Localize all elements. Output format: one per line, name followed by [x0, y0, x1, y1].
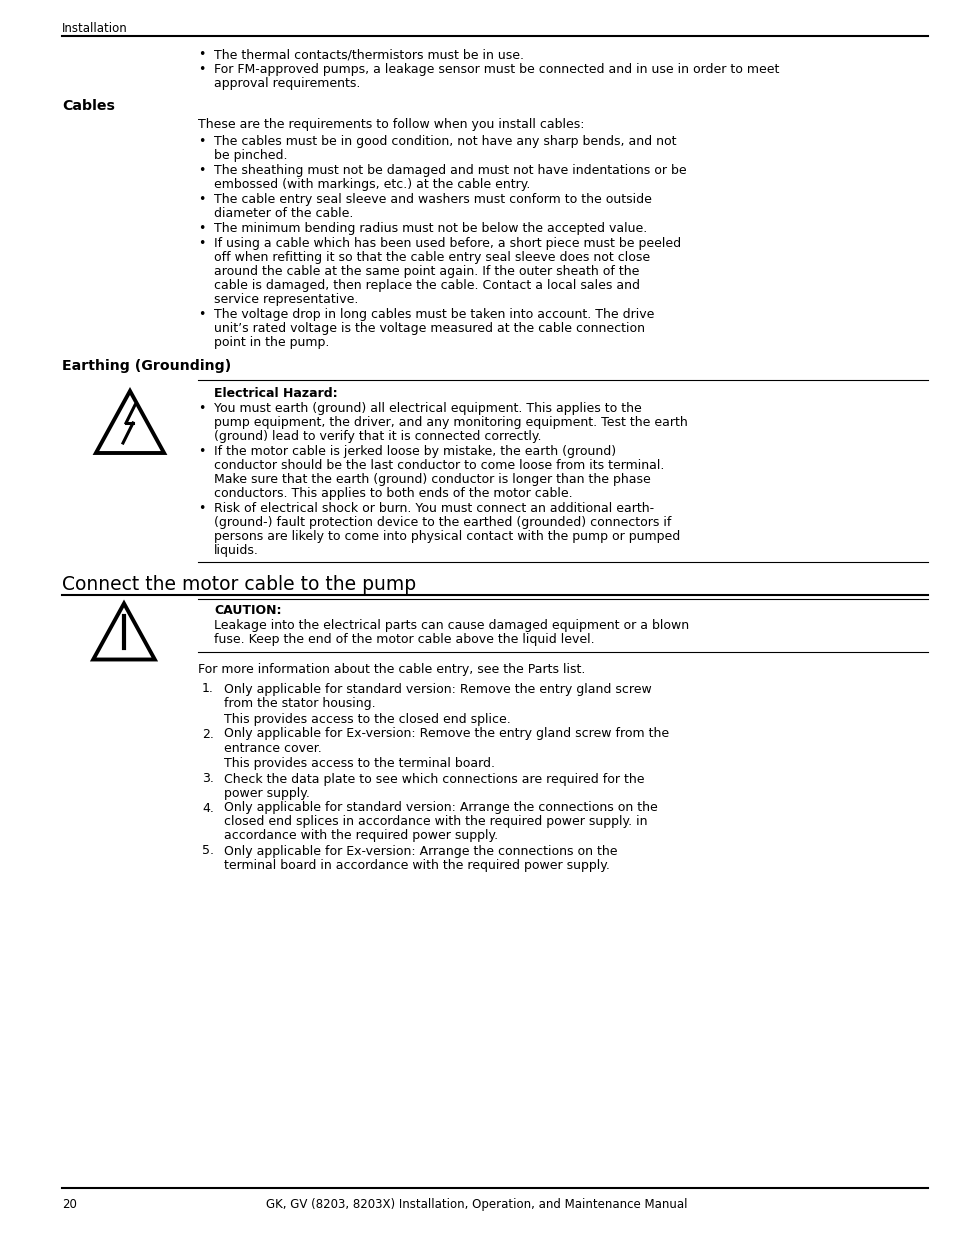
Text: These are the requirements to follow when you install cables:: These are the requirements to follow whe…	[198, 119, 584, 131]
Text: (ground) lead to verify that it is connected correctly.: (ground) lead to verify that it is conne…	[213, 430, 541, 443]
Text: Check the data plate to see which connections are required for the: Check the data plate to see which connec…	[224, 773, 644, 785]
Text: service representative.: service representative.	[213, 293, 358, 306]
Text: GK, GV (8203, 8203X) Installation, Operation, and Maintenance Manual: GK, GV (8203, 8203X) Installation, Opera…	[266, 1198, 687, 1212]
Text: You must earth (ground) all electrical equipment. This applies to the: You must earth (ground) all electrical e…	[213, 403, 641, 415]
Text: This provides access to the terminal board.: This provides access to the terminal boa…	[224, 757, 495, 771]
Text: entrance cover.: entrance cover.	[224, 741, 321, 755]
Text: 2.: 2.	[202, 727, 213, 741]
Text: diameter of the cable.: diameter of the cable.	[213, 207, 353, 220]
Text: Only applicable for standard version: Remove the entry gland screw: Only applicable for standard version: Re…	[224, 683, 651, 695]
Text: Only applicable for Ex-version: Remove the entry gland screw from the: Only applicable for Ex-version: Remove t…	[224, 727, 668, 741]
Text: •: •	[198, 164, 205, 177]
Text: Earthing (Grounding): Earthing (Grounding)	[62, 359, 231, 373]
Text: point in the pump.: point in the pump.	[213, 336, 329, 350]
Text: •: •	[198, 193, 205, 206]
Text: 20: 20	[62, 1198, 77, 1212]
Text: 4.: 4.	[202, 802, 213, 815]
Text: power supply.: power supply.	[224, 787, 310, 799]
Text: conductor should be the last conductor to come loose from its terminal.: conductor should be the last conductor t…	[213, 459, 663, 472]
Text: approval requirements.: approval requirements.	[213, 77, 360, 90]
Text: •: •	[198, 63, 205, 77]
Text: accordance with the required power supply.: accordance with the required power suppl…	[224, 830, 497, 842]
Text: off when refitting it so that the cable entry seal sleeve does not close: off when refitting it so that the cable …	[213, 251, 649, 264]
Text: •: •	[198, 135, 205, 148]
Text: cable is damaged, then replace the cable. Contact a local sales and: cable is damaged, then replace the cable…	[213, 279, 639, 291]
Text: (ground-) fault protection device to the earthed (grounded) connectors if: (ground-) fault protection device to the…	[213, 516, 671, 529]
Text: embossed (with markings, etc.) at the cable entry.: embossed (with markings, etc.) at the ca…	[213, 178, 530, 191]
Text: This provides access to the closed end splice.: This provides access to the closed end s…	[224, 713, 510, 725]
Text: persons are likely to come into physical contact with the pump or pumped: persons are likely to come into physical…	[213, 530, 679, 543]
Text: 1.: 1.	[202, 683, 213, 695]
Text: Only applicable for Ex-version: Arrange the connections on the: Only applicable for Ex-version: Arrange …	[224, 845, 617, 857]
Text: Risk of electrical shock or burn. You must connect an additional earth-: Risk of electrical shock or burn. You mu…	[213, 501, 654, 515]
Text: •: •	[198, 445, 205, 458]
Text: from the stator housing.: from the stator housing.	[224, 697, 375, 709]
Text: The sheathing must not be damaged and must not have indentations or be: The sheathing must not be damaged and mu…	[213, 164, 686, 177]
Text: Only applicable for standard version: Arrange the connections on the: Only applicable for standard version: Ar…	[224, 802, 657, 815]
Text: •: •	[198, 48, 205, 61]
Text: Connect the motor cable to the pump: Connect the motor cable to the pump	[62, 576, 416, 594]
Text: Leakage into the electrical parts can cause damaged equipment or a blown: Leakage into the electrical parts can ca…	[213, 620, 688, 632]
Text: •: •	[198, 237, 205, 249]
Text: •: •	[198, 222, 205, 235]
Text: conductors. This applies to both ends of the motor cable.: conductors. This applies to both ends of…	[213, 487, 572, 500]
Text: The thermal contacts/thermistors must be in use.: The thermal contacts/thermistors must be…	[213, 48, 523, 61]
Text: liquids.: liquids.	[213, 543, 258, 557]
Text: pump equipment, the driver, and any monitoring equipment. Test the earth: pump equipment, the driver, and any moni…	[213, 416, 687, 429]
Text: For more information about the cable entry, see the Parts list.: For more information about the cable ent…	[198, 663, 585, 677]
Text: •: •	[198, 308, 205, 321]
Text: •: •	[198, 501, 205, 515]
Text: 3.: 3.	[202, 773, 213, 785]
Text: terminal board in accordance with the required power supply.: terminal board in accordance with the re…	[224, 858, 609, 872]
Text: The cables must be in good condition, not have any sharp bends, and not: The cables must be in good condition, no…	[213, 135, 676, 148]
Text: If using a cable which has been used before, a short piece must be peeled: If using a cable which has been used bef…	[213, 237, 680, 249]
Text: Make sure that the earth (ground) conductor is longer than the phase: Make sure that the earth (ground) conduc…	[213, 473, 650, 487]
Text: 5.: 5.	[202, 845, 213, 857]
Text: The minimum bending radius must not be below the accepted value.: The minimum bending radius must not be b…	[213, 222, 646, 235]
Text: The voltage drop in long cables must be taken into account. The drive: The voltage drop in long cables must be …	[213, 308, 654, 321]
Text: If the motor cable is jerked loose by mistake, the earth (ground): If the motor cable is jerked loose by mi…	[213, 445, 616, 458]
Text: closed end splices in accordance with the required power supply. in: closed end splices in accordance with th…	[224, 815, 647, 829]
Text: Electrical Hazard:: Electrical Hazard:	[213, 387, 337, 400]
Text: •: •	[198, 403, 205, 415]
Text: Installation: Installation	[62, 22, 128, 35]
Text: The cable entry seal sleeve and washers must conform to the outside: The cable entry seal sleeve and washers …	[213, 193, 651, 206]
Text: fuse. Keep the end of the motor cable above the liquid level.: fuse. Keep the end of the motor cable ab…	[213, 634, 594, 646]
Text: be pinched.: be pinched.	[213, 149, 287, 162]
Text: unit’s rated voltage is the voltage measured at the cable connection: unit’s rated voltage is the voltage meas…	[213, 322, 644, 335]
Text: around the cable at the same point again. If the outer sheath of the: around the cable at the same point again…	[213, 266, 639, 278]
Text: For FM-approved pumps, a leakage sensor must be connected and in use in order to: For FM-approved pumps, a leakage sensor …	[213, 63, 779, 77]
Text: Cables: Cables	[62, 99, 114, 112]
Text: CAUTION:: CAUTION:	[213, 604, 281, 616]
